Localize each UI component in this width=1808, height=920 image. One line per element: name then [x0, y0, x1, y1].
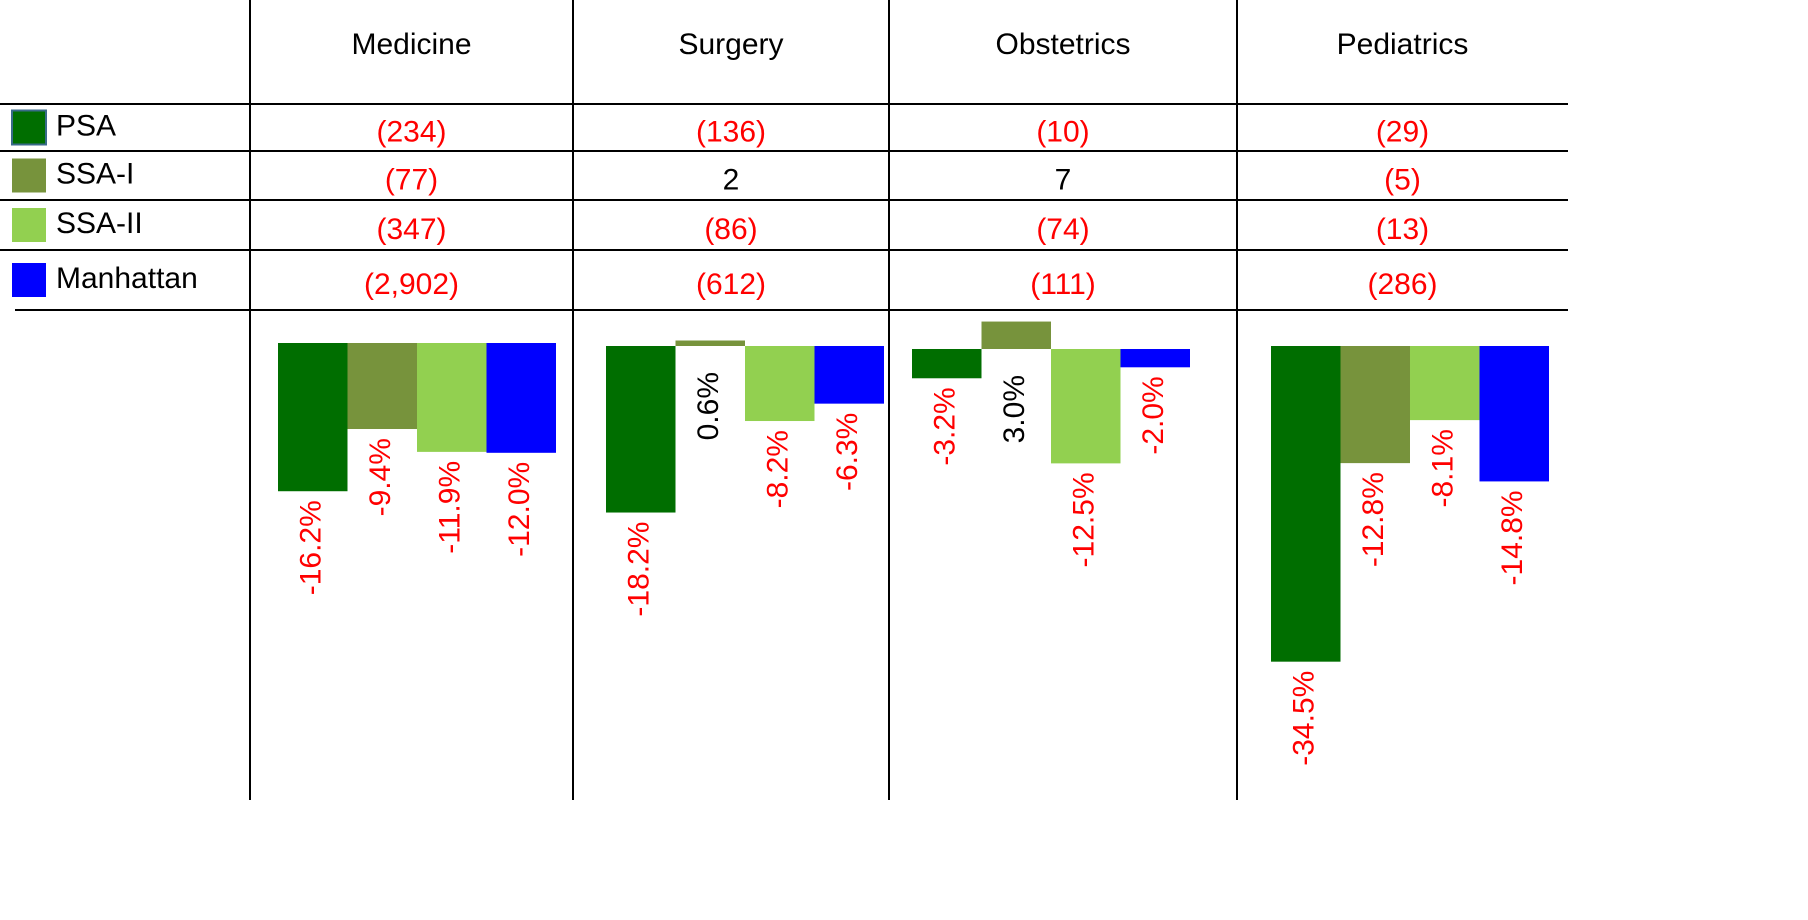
cell-value: (286): [1367, 268, 1437, 301]
bar: [814, 346, 884, 404]
bar: [1410, 346, 1480, 421]
bar-label: 0.6%: [692, 372, 725, 440]
cell-value: (10): [1036, 115, 1089, 148]
bar: [486, 343, 556, 453]
bar-label: -12.5%: [1068, 472, 1101, 567]
bar-label: 3.0%: [998, 375, 1031, 443]
column-header: Pediatrics: [1337, 28, 1469, 61]
cell-value: (77): [385, 163, 438, 196]
legend-swatch: [12, 158, 46, 193]
bar: [1479, 346, 1549, 482]
bar: [912, 349, 982, 379]
bar-label: -11.9%: [434, 461, 467, 554]
bar-label: -3.2%: [929, 387, 962, 465]
legend-swatch: [12, 208, 46, 242]
bar: [347, 343, 417, 430]
bar: [1051, 349, 1121, 464]
cell-value: (347): [376, 213, 446, 246]
row-label: PSA: [56, 109, 116, 142]
column-header: Surgery: [678, 28, 783, 61]
bar-label: -16.2%: [295, 500, 328, 595]
cell-value: (234): [376, 115, 446, 148]
bar: [675, 340, 745, 346]
bar-label: -8.1%: [1427, 429, 1460, 507]
bar: [745, 346, 815, 422]
bar-label: -6.3%: [831, 413, 864, 491]
bar: [1271, 346, 1341, 662]
cell-value: (86): [704, 213, 757, 246]
bar-label: -9.4%: [364, 438, 397, 516]
row-label: Manhattan: [56, 262, 198, 295]
legend-swatch: [11, 109, 47, 146]
cell-value: (74): [1036, 213, 1089, 246]
bar-label: -34.5%: [1288, 671, 1321, 766]
bar: [1120, 349, 1190, 368]
cell-value: (5): [1384, 163, 1421, 196]
bar: [278, 343, 348, 492]
bar-label: -18.2%: [623, 522, 656, 617]
cell-value: (29): [1376, 115, 1429, 148]
cell-value: (612): [696, 268, 766, 301]
cell-value: (13): [1376, 213, 1429, 246]
column-header: Medicine: [351, 28, 471, 61]
bar: [981, 321, 1051, 349]
cell-value: (2,902): [364, 268, 459, 301]
bar-label: -12.8%: [1357, 472, 1390, 567]
bar: [606, 346, 676, 513]
column-header: Obstetrics: [995, 28, 1130, 61]
bar-label: -12.0%: [503, 462, 536, 557]
bar-label: -8.2%: [762, 430, 795, 508]
row-label: SSA-I: [56, 157, 134, 190]
bar-label: -14.8%: [1496, 490, 1529, 585]
bar: [417, 343, 487, 452]
cell-value: (136): [696, 115, 766, 148]
cell-value: 2: [723, 163, 740, 196]
cell-value: (111): [1030, 268, 1096, 301]
legend-swatch: [12, 263, 46, 297]
bar-label: -2.0%: [1137, 376, 1170, 454]
cell-value: 7: [1055, 163, 1072, 196]
row-label: SSA-II: [56, 207, 143, 240]
bar: [1340, 346, 1410, 464]
